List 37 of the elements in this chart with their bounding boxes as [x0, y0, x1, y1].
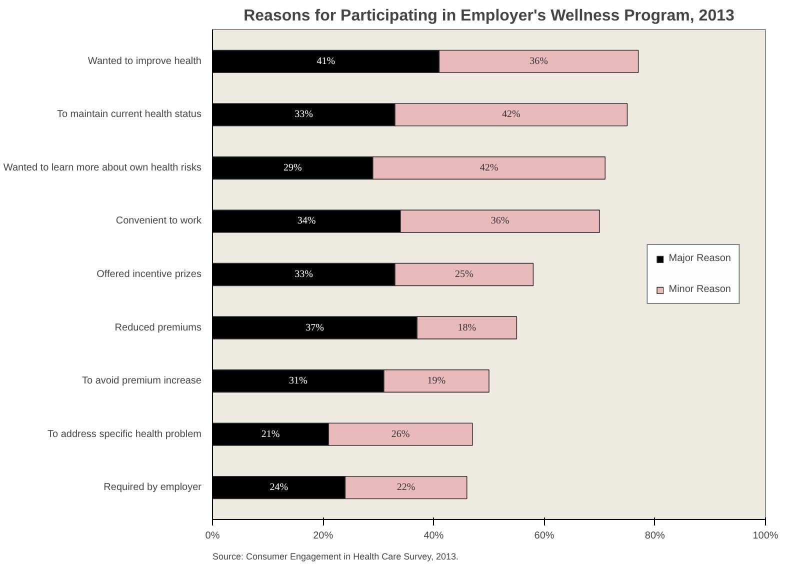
text: 34%: [297, 216, 316, 227]
text: 33%: [294, 269, 313, 280]
text: 18%: [458, 322, 476, 334]
y-tick-label: Convenient to work: [116, 216, 202, 227]
text: 29%: [284, 162, 302, 174]
x-tick-label: 40%: [424, 530, 444, 542]
text: 42%: [480, 162, 498, 174]
text: 36%: [490, 216, 510, 227]
text: 24%: [270, 482, 288, 494]
y-tick-label: Required by employer: [104, 482, 202, 494]
text: 22%: [396, 482, 416, 494]
x-tick-label: 100%: [752, 530, 778, 542]
x-tick-label: 0%: [205, 530, 220, 542]
y-tick-label: Wanted to improve health: [88, 56, 202, 67]
legend-label: Minor Reason: [668, 284, 731, 295]
x-tick-label: 80%: [644, 530, 666, 542]
text: 36%: [530, 56, 548, 67]
y-tick-label: Reduced premiums: [114, 322, 202, 334]
y-tick-label: To maintain current health status: [56, 109, 202, 120]
y-tick-label: To address specific health problem: [48, 428, 202, 440]
y-tick-label: To avoid premium increase: [82, 376, 202, 387]
text: 26%: [391, 428, 410, 440]
text: 37%: [306, 322, 324, 334]
source-note: Source: Consumer Engagement in Health Care Survey, 2013.: [212, 552, 458, 562]
x-tick-label: 20%: [313, 530, 334, 542]
text: 25%: [454, 269, 474, 280]
text: 19%: [427, 376, 446, 387]
text: 42%: [502, 109, 520, 120]
legend-label: Major Reason: [668, 253, 731, 264]
y-tick-label: Offered incentive prizes: [96, 269, 202, 280]
text: 41%: [316, 56, 336, 67]
y-tick-label: Wanted to learn more about own health risks: [3, 162, 202, 174]
text: 31%: [289, 376, 308, 387]
chart-title: Reasons for Participating in Employer's Wellness Program, 2013: [244, 8, 734, 24]
text: 33%: [294, 109, 313, 120]
text: 21%: [261, 428, 280, 440]
x-tick-label: 60%: [534, 530, 554, 542]
